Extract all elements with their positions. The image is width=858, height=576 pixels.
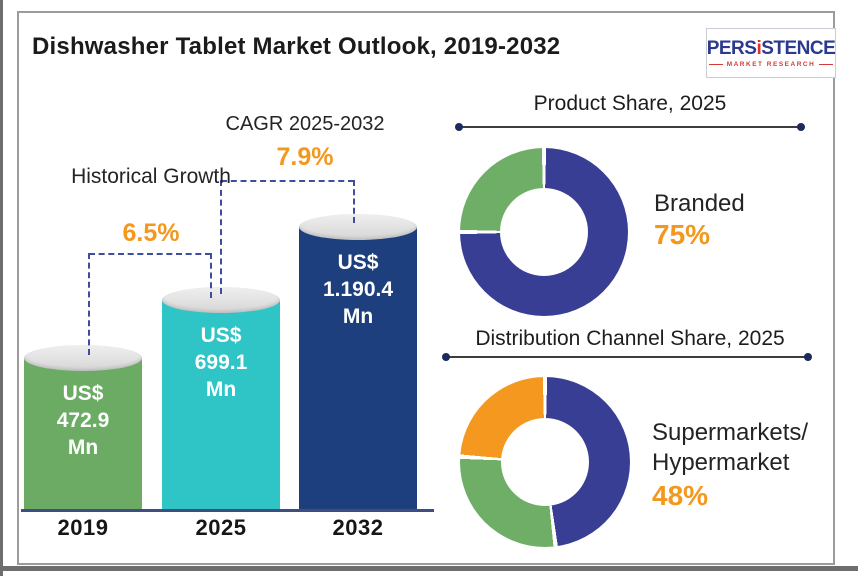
product-share-callout-label: Branded [654, 190, 745, 217]
cylinder-top-icon [24, 345, 142, 371]
product-share-callout-value: 75% [654, 219, 711, 250]
brand-tagline: MARKET RESEARCH [709, 61, 834, 68]
historical-growth-label: Historical Growth [71, 165, 231, 188]
historical-growth-connector-left [88, 253, 90, 355]
bar-2025: US$ 699.1 Mn [162, 287, 280, 509]
historical-growth-value: 6.5% [122, 219, 180, 247]
distribution-channel-title-rule [442, 353, 812, 361]
axis-label-2032: 2032 [332, 515, 384, 540]
cagr-connector [221, 180, 354, 182]
x-axis-line [21, 509, 434, 512]
cagr-connector-left [220, 180, 222, 294]
distribution-channel-title: Distribution Channel Share, 2025 [475, 327, 785, 350]
distribution-channel-donut [460, 377, 630, 547]
cagr-connector-right [353, 180, 355, 223]
historical-growth-connector [89, 253, 211, 255]
axis-label-2025: 2025 [195, 515, 247, 540]
product-share-title: Product Share, 2025 [533, 92, 727, 115]
content-frame [17, 11, 835, 565]
cagr-label: CAGR 2025-2032 [225, 113, 385, 135]
cagr-value: 7.9% [276, 143, 334, 171]
brand-name-part3: STENCE [761, 37, 836, 59]
brand-name: PERSiSTENCE [707, 39, 836, 58]
bar-2032: US$ 1.190.4 Mn [299, 214, 417, 509]
axis-label-2019: 2019 [57, 515, 109, 540]
screenshot-bottom-edge [0, 566, 858, 571]
product-share-donut [460, 148, 628, 316]
brand-name-red-i: i [756, 37, 762, 59]
page-title: Dishwasher Tablet Market Outlook, 2019-2… [32, 33, 561, 60]
bar-2019: US$ 472.9 Mn [24, 345, 142, 509]
brand-logo: PERSiSTENCE MARKET RESEARCH [706, 28, 836, 78]
brand-name-part1: PERS [706, 37, 757, 59]
distribution-channel-callout-label: Supermarkets/ Hypermarket [652, 419, 809, 476]
bar-value-2019: US$ 472.9 Mn [56, 382, 110, 459]
bar-value-2025: US$ 699.1 Mn [194, 324, 248, 401]
distribution-channel-callout-value: 48% [652, 480, 709, 511]
cylinder-top-icon [299, 214, 417, 240]
donut-hole [500, 188, 588, 276]
product-share-title-rule [455, 123, 805, 131]
bar-value-2032: US$ 1.190.4 Mn [322, 251, 394, 328]
historical-growth-connector-right [210, 253, 212, 298]
screenshot-left-edge [0, 0, 3, 576]
donut-hole [501, 418, 589, 506]
